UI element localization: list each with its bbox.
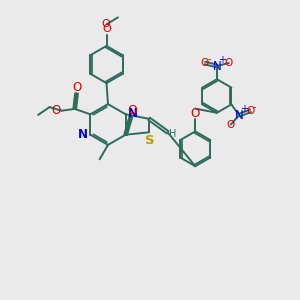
Text: N: N xyxy=(128,107,138,120)
Text: +: + xyxy=(218,55,226,65)
Text: O: O xyxy=(190,107,200,120)
Text: O: O xyxy=(101,19,110,29)
Text: O: O xyxy=(227,120,235,130)
Text: S: S xyxy=(146,134,155,147)
Text: O: O xyxy=(102,24,111,34)
Text: H: H xyxy=(169,129,176,139)
Text: O: O xyxy=(225,58,233,68)
Text: O: O xyxy=(73,81,82,94)
Text: N: N xyxy=(78,128,88,141)
Text: -: - xyxy=(253,102,256,112)
Text: N: N xyxy=(212,59,221,73)
Text: -: - xyxy=(207,54,211,64)
Text: O: O xyxy=(51,103,60,117)
Text: N: N xyxy=(235,109,243,122)
Text: O: O xyxy=(201,58,209,68)
Text: +: + xyxy=(240,104,248,114)
Text: O: O xyxy=(127,103,137,117)
Text: O: O xyxy=(246,106,255,116)
